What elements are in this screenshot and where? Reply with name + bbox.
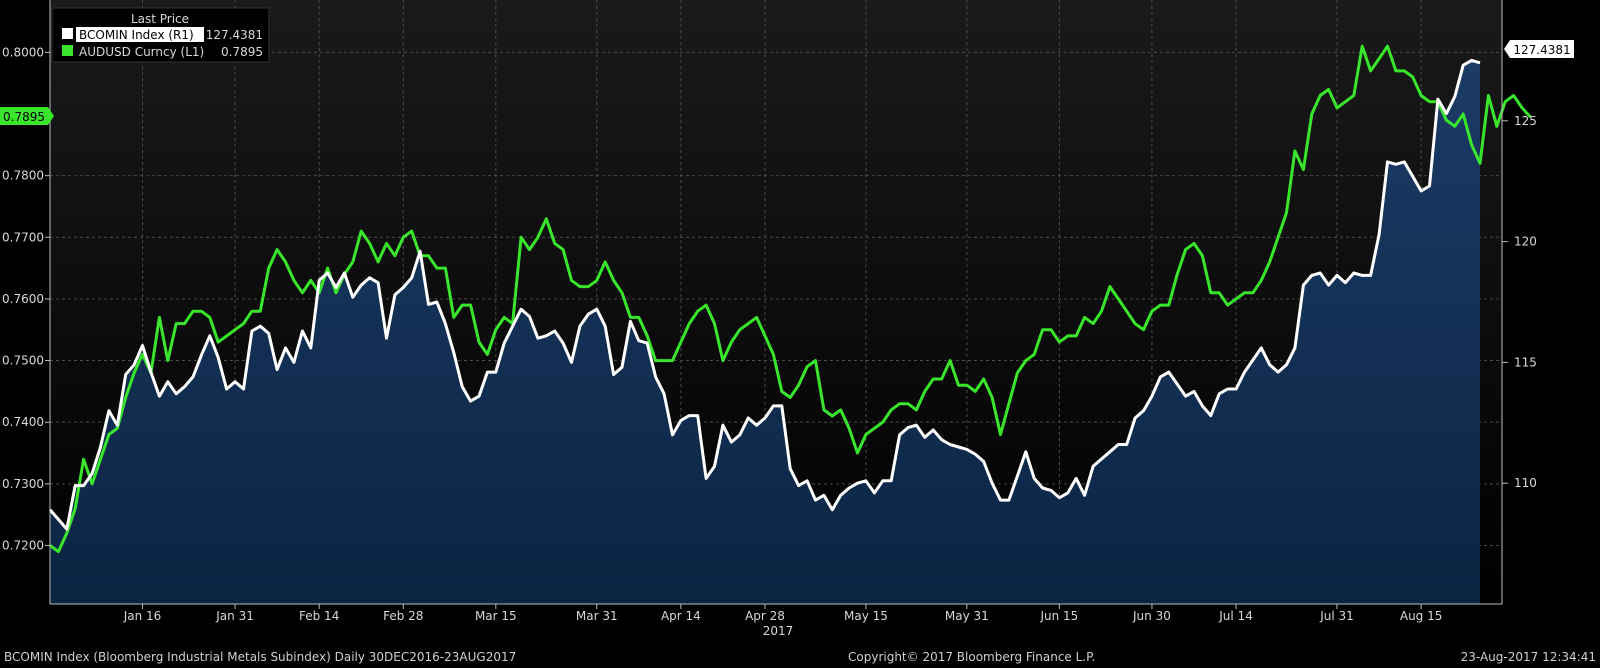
left-last-value: 0.7895 [3, 110, 45, 124]
audusd-line [49, 44, 1532, 554]
x-tick-label: Apr 14 [661, 609, 701, 623]
right-last-value-marker: 127.4381 [1504, 40, 1574, 58]
footer-copyright: Copyright© 2017 Bloomberg Finance L.P. [848, 650, 1096, 664]
left-tick-label: 0.7300 [2, 477, 44, 491]
legend-label-bcomin: BCOMIN Index (R1) [79, 28, 194, 42]
x-tick-label: May 15 [844, 609, 888, 623]
x-axis-ticks: Jan 16 Jan 31 Feb 14 Feb 28 Mar 15 Mar 31 Apr … [123, 604, 1443, 623]
x-tick-label: May 31 [945, 609, 989, 623]
x-tick-label: Jul 31 [1319, 609, 1354, 623]
right-tick-label: 115 [1514, 355, 1537, 369]
footer-description: BCOMIN Index (Bloomberg Industrial Metal… [4, 650, 517, 664]
right-tick-label: 125 [1514, 114, 1537, 128]
x-tick-label: Aug 15 [1400, 609, 1443, 623]
x-tick-label: Jul 14 [1218, 609, 1253, 623]
x-axis-year: 2017 [763, 624, 794, 638]
left-last-value-marker: 0.7895 [0, 107, 54, 125]
x-tick-label: Apr 28 [745, 609, 785, 623]
legend-swatch-audusd [62, 45, 73, 56]
x-tick-label: Mar 15 [475, 609, 517, 623]
right-tick-label: 120 [1514, 235, 1537, 249]
left-tick-label: 0.7400 [2, 415, 44, 429]
legend-label-audusd: AUDUSD Curncy (L1) [79, 45, 204, 59]
legend-swatch-bcomin [62, 28, 73, 39]
x-tick-label: Jun 30 [1132, 609, 1171, 623]
x-tick-label: Jun 15 [1039, 609, 1078, 623]
x-tick-label: Jan 31 [215, 609, 254, 623]
x-tick-label: Jan 16 [123, 609, 162, 623]
left-tick-label: 0.7500 [2, 354, 44, 368]
footer-timestamp: 23-Aug-2017 12:34:41 [1460, 650, 1596, 664]
bcomin-area-fill [50, 60, 1480, 604]
legend-value-bcomin: 127.4381 [206, 28, 263, 42]
left-axis-ticks: 0.8000 0.7800 0.7700 0.7600 0.7500 0.7400 0.73… [2, 45, 50, 552]
legend-title: Last Price [131, 12, 189, 26]
legend: Last Price BCOMIN Index (R1) 127.4381 AU… [51, 7, 270, 63]
legend-value-audusd: 0.7895 [221, 45, 263, 59]
left-tick-label: 0.7800 [2, 169, 44, 183]
x-tick-label: Feb 28 [383, 609, 423, 623]
x-tick-label: Mar 31 [576, 609, 618, 623]
right-axis-ticks: 125 120 115 110 [1502, 114, 1537, 490]
left-tick-label: 0.8000 [2, 45, 44, 59]
footer-bar: BCOMIN Index (Bloomberg Industrial Metal… [0, 648, 1600, 668]
right-last-value: 127.4381 [1513, 43, 1570, 57]
x-tick-label: Feb 14 [299, 609, 339, 623]
chart-area: 0.8000 0.7800 0.7700 0.7600 0.7500 0.7400 0.73… [0, 0, 1574, 638]
left-tick-label: 0.7200 [2, 538, 44, 552]
left-tick-label: 0.7700 [2, 230, 44, 244]
right-tick-label: 110 [1514, 476, 1537, 490]
left-tick-label: 0.7600 [2, 292, 44, 306]
bcomin-line [48, 58, 1481, 531]
